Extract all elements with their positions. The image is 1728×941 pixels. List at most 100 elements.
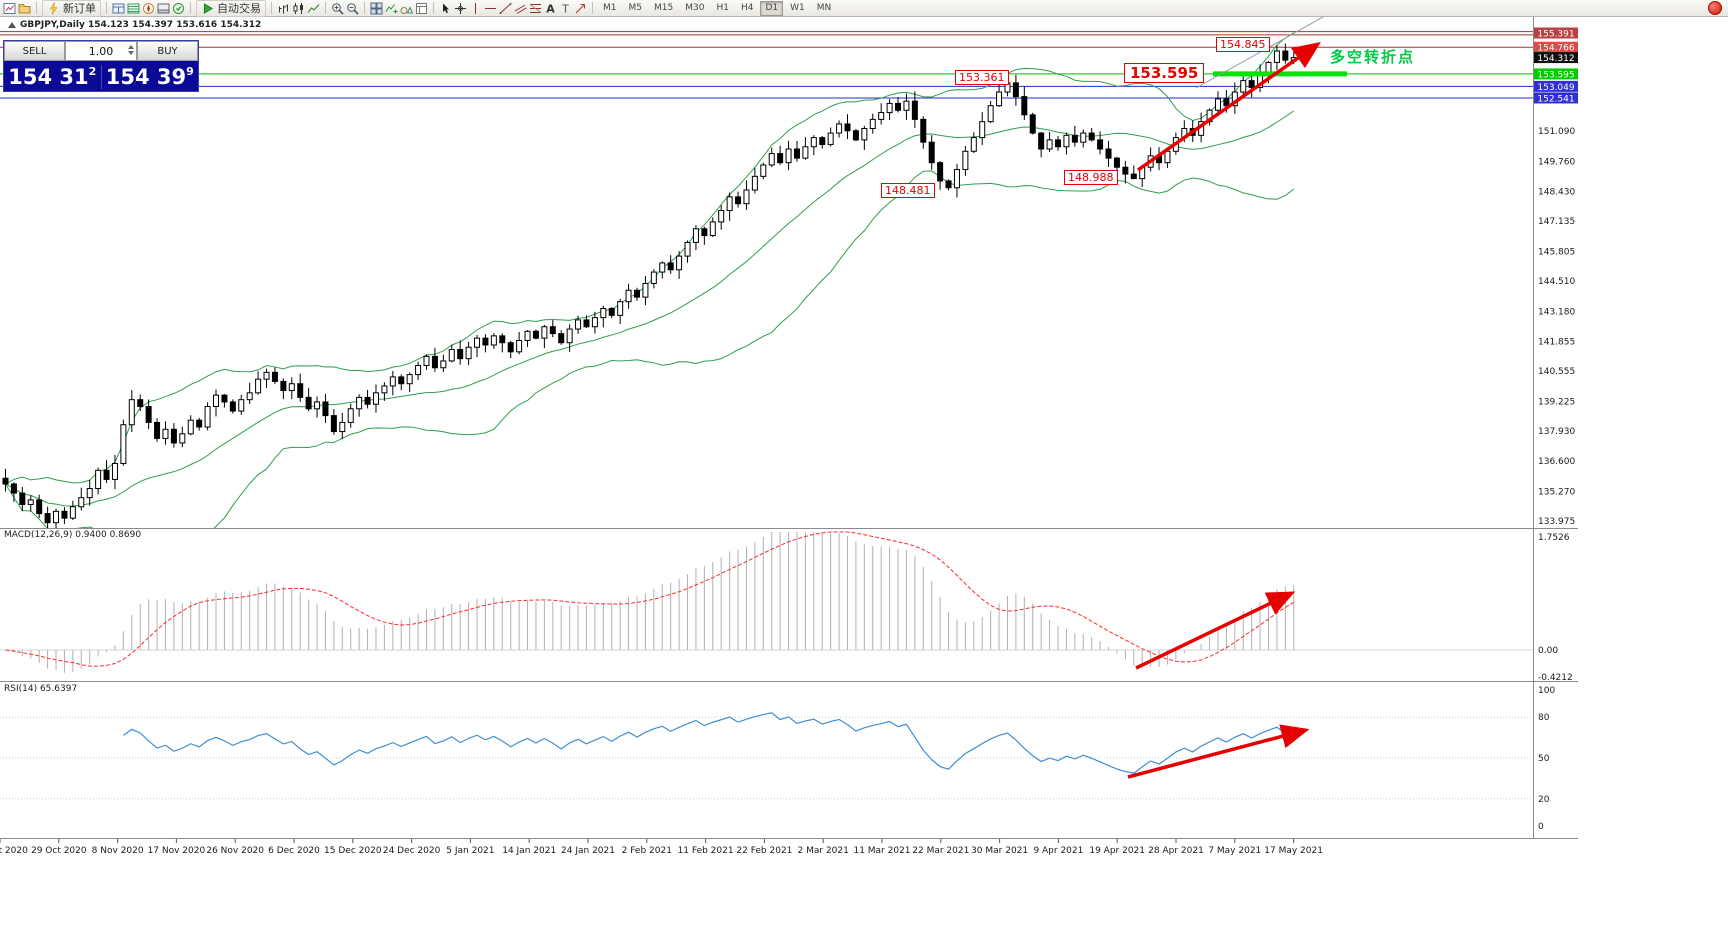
svg-text:145.805: 145.805 [1538, 247, 1575, 257]
svg-text:9 Apr 2021: 9 Apr 2021 [1033, 846, 1083, 856]
auto-trading-button[interactable]: 自动交易 [196, 0, 266, 17]
fibonacci-icon[interactable] [529, 2, 542, 15]
svg-text:17 Nov 2020: 17 Nov 2020 [148, 846, 206, 856]
new-order-button[interactable]: 新订单 [42, 0, 101, 17]
price-annotation[interactable]: 153.595 [1124, 63, 1205, 83]
rsi-line [123, 712, 1294, 774]
timeframe-h4-button[interactable]: H4 [740, 2, 754, 13]
svg-text:153.049: 153.049 [1537, 83, 1574, 93]
timeframe-m30-button[interactable]: M30 [685, 2, 705, 13]
svg-text:152.541: 152.541 [1537, 94, 1574, 104]
price-annotation[interactable]: 154.845 [1216, 37, 1270, 52]
volume-up-icon[interactable] [128, 45, 134, 49]
buy-button[interactable]: BUY [137, 41, 198, 61]
timeframe-d1-button[interactable]: D1 [760, 0, 784, 16]
timeframe-m1-button[interactable]: M1 [603, 2, 617, 13]
chart-marker-icon [8, 22, 16, 28]
toolbar-separator [433, 2, 434, 14]
trend-arrow[interactable] [1136, 41, 1321, 172]
indicators-icon[interactable] [385, 2, 398, 15]
svg-text:80: 80 [1538, 713, 1550, 723]
bollinger-middle [5, 110, 1295, 507]
svg-text:135.270: 135.270 [1538, 487, 1575, 497]
toolbar-separator [36, 2, 37, 14]
profiles-icon[interactable] [18, 2, 31, 15]
terminal-icon[interactable] [157, 2, 170, 15]
sell-button[interactable]: SELL [4, 41, 65, 61]
buy-price[interactable]: 154 399 [105, 64, 194, 89]
tile-windows-icon[interactable] [370, 2, 383, 15]
timeframe-w1-button[interactable]: W1 [790, 2, 805, 13]
toolbar-separator [271, 2, 272, 14]
timeframe-m15-button[interactable]: M15 [654, 2, 674, 13]
line-chart-icon[interactable] [307, 2, 320, 15]
templates-icon[interactable] [415, 2, 428, 15]
svg-text:147.135: 147.135 [1538, 217, 1575, 227]
data-window-icon[interactable] [127, 2, 140, 15]
svg-text:6 Dec 2020: 6 Dec 2020 [268, 846, 320, 856]
svg-text:141.855: 141.855 [1538, 337, 1575, 347]
svg-text:139.225: 139.225 [1538, 397, 1575, 407]
sell-button-label: SELL [22, 45, 47, 57]
crosshair-icon[interactable] [454, 2, 467, 15]
svg-text:1.7526: 1.7526 [1538, 533, 1570, 543]
annotation-note[interactable]: 多空转折点 [1330, 48, 1416, 66]
timeframe-m5-button[interactable]: M5 [628, 2, 643, 13]
trend-arrow[interactable] [1127, 724, 1310, 779]
svg-text:5 Jan 2021: 5 Jan 2021 [446, 846, 494, 856]
svg-text:137.930: 137.930 [1538, 427, 1575, 437]
strategy-tester-icon[interactable] [172, 2, 185, 15]
volume-input[interactable]: 1.00 [65, 41, 137, 61]
svg-text:149.760: 149.760 [1538, 157, 1575, 167]
price-annotation[interactable]: 148.481 [881, 183, 935, 198]
volume-down-icon[interactable] [128, 51, 134, 55]
toolbar: 新订单 自动交易 A T M1 M5 M15 M30 H1 H4 D1 W1 MN [0, 0, 1728, 17]
svg-text:22 Mar 2021: 22 Mar 2021 [912, 846, 969, 856]
new-order-icon [47, 1, 60, 15]
trend-arrow[interactable] [1135, 591, 1296, 670]
svg-text:0.00: 0.00 [1538, 646, 1558, 656]
main-chart-panel[interactable] [0, 17, 1533, 555]
svg-text:30 Mar 2021: 30 Mar 2021 [971, 846, 1028, 856]
svg-text:T: T [561, 2, 569, 15]
candlestick-icon[interactable] [292, 2, 305, 15]
timeframe-mn-button[interactable]: MN [816, 2, 832, 13]
macd-panel[interactable] [0, 531, 1533, 673]
new-chart-icon[interactable] [3, 2, 16, 15]
objects-icon[interactable] [400, 2, 414, 15]
sell-price[interactable]: 154 312 [8, 64, 97, 89]
vertical-line-icon[interactable] [469, 2, 482, 15]
market-watch-icon[interactable] [112, 2, 125, 15]
auto-trading-icon [201, 2, 214, 15]
timeframe-h1-button[interactable]: H1 [716, 2, 729, 13]
cursor-icon[interactable] [439, 2, 452, 15]
chart-title-text: GBPJPY,Daily 154.123 154.397 153.616 154… [20, 20, 262, 30]
trendline-icon[interactable] [499, 2, 512, 15]
projection-trendline[interactable] [1195, 17, 1332, 89]
label-icon[interactable]: T [559, 2, 572, 15]
arrows-icon[interactable] [574, 2, 587, 15]
price-annotation[interactable]: 153.361 [955, 70, 1009, 85]
rsi-panel[interactable] [0, 712, 1533, 800]
zoom-in-icon[interactable] [331, 2, 344, 15]
one-click-trading-panel: SELL 1.00 BUY 154 312 154 399 [3, 40, 199, 92]
svg-text:17 May 2021: 17 May 2021 [1264, 846, 1323, 856]
bar-chart-icon[interactable] [277, 2, 290, 15]
horizontal-line-icon[interactable] [484, 2, 497, 15]
chart-title: GBPJPY,Daily 154.123 154.397 153.616 154… [8, 20, 261, 30]
svg-text:136.600: 136.600 [1538, 457, 1575, 467]
notification-icon[interactable] [1708, 1, 1722, 15]
chart-area[interactable]: 151.090 149.760 148.430 147.135 145.805 144.5… [0, 17, 1578, 862]
price-annotation[interactable]: 148.988 [1064, 170, 1118, 185]
channel-icon[interactable] [514, 2, 527, 15]
navigator-icon[interactable] [142, 2, 155, 15]
price-axis[interactable]: 151.090 149.760 148.430 147.135 145.805 144.5… [1534, 27, 1578, 833]
text-icon[interactable]: A [544, 2, 557, 15]
svg-text:144.510: 144.510 [1538, 277, 1575, 287]
svg-text:0: 0 [1538, 822, 1544, 832]
svg-text:15 Dec 2020: 15 Dec 2020 [324, 846, 382, 856]
auto-trading-button-label: 自动交易 [217, 2, 261, 15]
svg-text:154.312: 154.312 [1537, 54, 1574, 64]
zoom-out-icon[interactable] [346, 2, 359, 15]
